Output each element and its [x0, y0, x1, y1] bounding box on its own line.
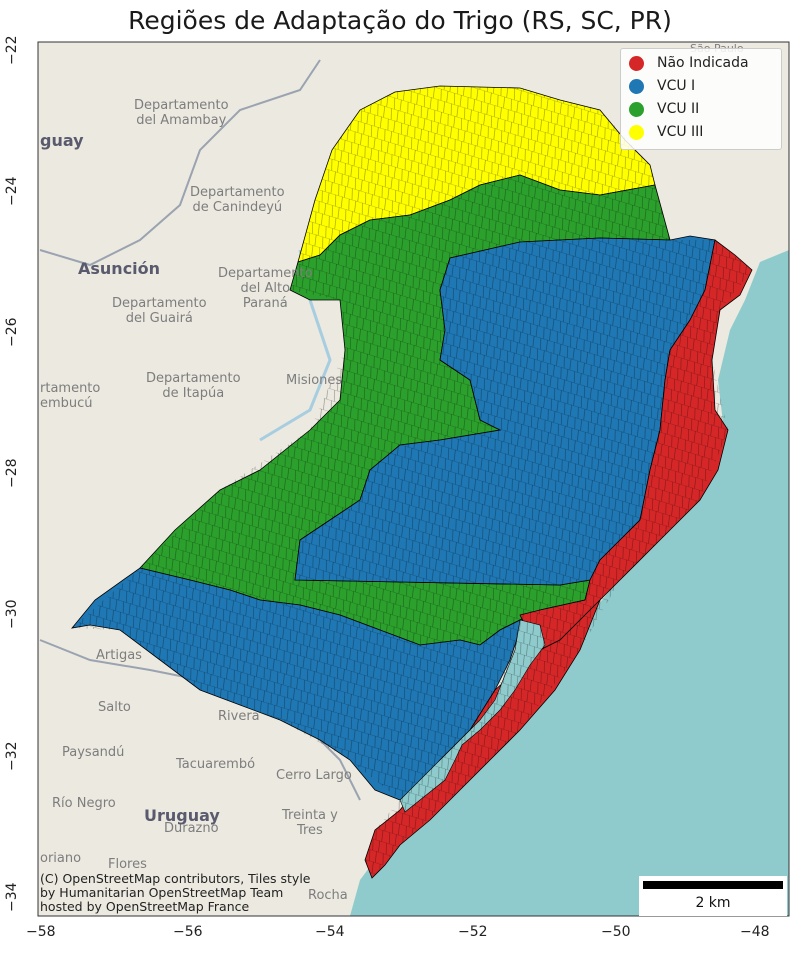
axes-frame [37, 41, 790, 917]
basemap-label-rio-negro: Río Negro [52, 796, 116, 811]
y-tick-label: −28 [4, 458, 20, 488]
x-tick-label: −58 [26, 924, 56, 940]
legend-swatch [629, 101, 644, 117]
basemap-label-rivera: Rivera [218, 709, 260, 724]
legend-item-vcu-ii: VCU II [629, 98, 699, 120]
attribution-line: (C) OpenStreetMap contributors, Tiles st… [40, 871, 311, 886]
y-tick-label: −26 [4, 317, 20, 347]
legend-label: VCU III [657, 124, 704, 140]
x-tick-label: −50 [601, 924, 631, 940]
basemap-label-paysandu: Paysandú [62, 745, 125, 760]
legend-item-nao-indicada: Não Indicada [629, 52, 749, 74]
y-tick-label: −34 [4, 882, 20, 912]
legend-label: VCU II [657, 101, 700, 117]
basemap-label-guaira: Departamento del Guairá [112, 296, 207, 326]
basemap-label-neembucu: rtamento embucú [40, 381, 101, 411]
ocean [350, 250, 789, 916]
scale-bar: 2 km [639, 876, 787, 916]
x-tick-label: −52 [458, 924, 488, 940]
y-tick-label: −24 [4, 176, 20, 206]
y-tick-label: −32 [4, 741, 20, 771]
legend-label: Não Indicada [657, 55, 749, 71]
legend: Não Indicada VCU I VCU II VCU III [620, 48, 782, 150]
x-tick-label: −48 [740, 924, 770, 940]
attribution-line: by Humanitarian OpenStreetMap Team [40, 885, 284, 900]
basemap-label-salto: Salto [98, 700, 131, 715]
basemap-label-paraguay-edge: guay [40, 131, 84, 150]
legend-swatch [629, 78, 644, 94]
basemap-label-amambay: Departamento del Amambay [134, 98, 229, 128]
legend-item-vcu-iii: VCU III [629, 121, 703, 143]
legend-item-vcu-i: VCU I [629, 75, 695, 97]
y-tick-label: −22 [4, 35, 20, 65]
x-tick-label: −54 [315, 924, 345, 940]
basemap-label-artigas: Artigas [96, 648, 142, 663]
scale-bar-line [643, 881, 783, 889]
attribution-line: hosted by OpenStreetMap France [40, 899, 250, 914]
legend-swatch [629, 55, 644, 71]
basemap-label-durazno: Durazno [164, 821, 219, 836]
municipality-grid [72, 86, 752, 878]
basemap-label-misiones: Misiones [286, 373, 343, 388]
scale-bar-label: 2 km [695, 895, 731, 911]
legend-label: VCU I [657, 78, 696, 94]
legend-swatch [629, 124, 644, 140]
x-tick-label: −56 [173, 924, 203, 940]
basemap-label-cerro-largo: Cerro Largo [276, 768, 352, 783]
basemap-label-flores: Flores [108, 857, 147, 872]
country-border [39, 59, 321, 267]
y-tick-label: −30 [4, 599, 20, 629]
basemap-label-itapua: Departamento de Itapúa [146, 371, 241, 401]
map-attribution: (C) OpenStreetMap contributors, Tiles st… [40, 872, 310, 914]
basemap-label-alto-parana: Departamento del Alto Paraná [218, 266, 313, 311]
basemap-label-treinta-y-tres: Treinta y Tres [282, 808, 338, 838]
basemap-label-tacuarembo: Tacuarembó [176, 757, 256, 772]
basemap-label-uruguay: Uruguay [144, 806, 220, 825]
map-title: Regiões de Adaptação do Trigo (RS, SC, P… [128, 6, 672, 35]
basemap-label-asuncion: Asunción [78, 259, 161, 278]
basemap-label-canindeyu: Departamento de Canindeyú [190, 185, 285, 215]
basemap-label-rocha: Rocha [308, 888, 348, 903]
basemap-label-soriano: oriano [40, 851, 82, 866]
